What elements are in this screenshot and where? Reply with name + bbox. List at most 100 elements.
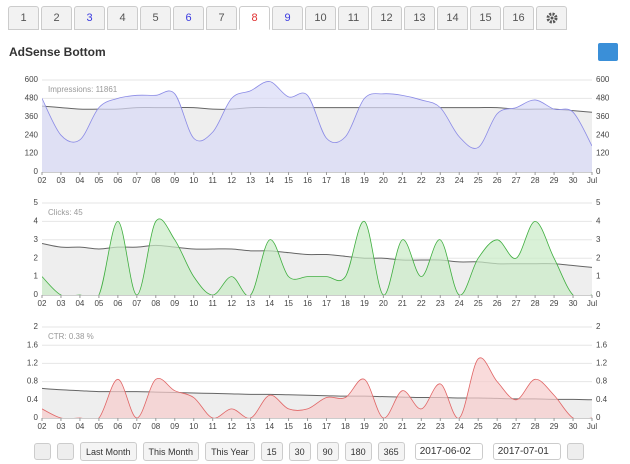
chart-label: Clicks: 45 (48, 208, 83, 217)
x-tick-label: 08 (151, 422, 160, 431)
x-tick-label: 29 (550, 176, 559, 185)
play-button[interactable] (57, 443, 74, 460)
x-tick-label: 04 (75, 176, 84, 185)
range-button[interactable]: 30 (288, 442, 311, 461)
x-tick-label: Jul (587, 299, 597, 308)
x-tick-label: 14 (265, 422, 274, 431)
tab[interactable]: 9 (272, 6, 303, 30)
x-tick-label: Jul (587, 176, 597, 185)
x-tick-label: 02 (38, 422, 47, 431)
y-tick-label: 2 (34, 253, 39, 262)
date-input[interactable]: 2017-07-01 (492, 443, 561, 460)
tab[interactable]: 5 (140, 6, 171, 30)
x-tick-label: 07 (132, 299, 141, 308)
x-tick-label: 25 (474, 176, 483, 185)
x-tick-label: 19 (360, 176, 369, 185)
x-tick-label: 15 (284, 422, 293, 431)
y-tick-label: 3 (34, 235, 39, 244)
x-tick-label: 03 (57, 422, 66, 431)
panel-title: AdSense Bottom (9, 45, 106, 59)
x-tick-label: 09 (170, 422, 179, 431)
tab[interactable]: 1 (8, 6, 39, 30)
y2-tick-label: 480 (596, 94, 610, 103)
x-tick-label: 11 (209, 299, 218, 308)
prev-button[interactable] (34, 443, 51, 460)
area (42, 219, 592, 295)
x-tick-label: 10 (189, 299, 198, 308)
x-tick-label: 25 (474, 422, 483, 431)
x-tick-label: 19 (360, 422, 369, 431)
x-tick-label: 26 (493, 299, 502, 308)
x-tick-label: 06 (113, 299, 122, 308)
tab[interactable]: 6 (173, 6, 204, 30)
y2-tick-label: 5 (596, 198, 601, 207)
date-input[interactable]: 2017-06-02 (414, 443, 483, 460)
y-tick-label: 1 (34, 272, 39, 281)
y-tick-label: 5 (34, 198, 39, 207)
download-button[interactable] (566, 443, 584, 460)
x-tick-label: 06 (113, 422, 122, 431)
x-tick-label: 22 (417, 299, 426, 308)
x-tick-label: 07 (132, 422, 141, 431)
range-button[interactable]: Last Month (80, 442, 137, 461)
x-tick-label: 24 (455, 299, 464, 308)
chart-icon[interactable] (598, 43, 618, 61)
x-tick-label: 28 (531, 176, 540, 185)
chart-label: Impressions: 11861 (48, 85, 118, 94)
area (42, 81, 592, 172)
x-tick-label: 20 (379, 299, 388, 308)
x-tick-label: 23 (436, 422, 445, 431)
tab[interactable]: 8 (239, 6, 270, 30)
tab[interactable]: 4 (107, 6, 138, 30)
tab[interactable]: 10 (305, 6, 336, 30)
area (42, 357, 592, 418)
y-tick-label: 2 (34, 322, 39, 331)
x-tick-label: 16 (303, 176, 312, 185)
x-tick-label: 30 (569, 299, 578, 308)
y2-tick-label: 0 (596, 290, 601, 299)
tab[interactable]: 3 (74, 6, 105, 30)
x-tick-label: 14 (265, 299, 274, 308)
tab[interactable]: 7 (206, 6, 237, 30)
range-button[interactable]: 365 (377, 442, 405, 461)
tab[interactable]: 2 (41, 6, 72, 30)
x-tick-label: 10 (189, 422, 198, 431)
y2-tick-label: 240 (596, 130, 610, 139)
range-button[interactable]: 90 (316, 442, 339, 461)
x-tick-label: 12 (227, 299, 236, 308)
x-tick-label: 21 (398, 422, 407, 431)
x-tick-label: 17 (322, 422, 331, 431)
x-tick-label: 27 (512, 422, 521, 431)
x-tick-label: 17 (322, 176, 331, 185)
x-tick-label: 16 (303, 422, 312, 431)
x-tick-label: 08 (151, 176, 160, 185)
range-button[interactable]: This Month (142, 442, 200, 461)
tab[interactable]: 12 (371, 6, 402, 30)
tab[interactable]: 15 (470, 6, 501, 30)
line (42, 218, 592, 295)
y2-tick-label: 0.4 (596, 395, 608, 404)
tab[interactable]: 16 (503, 6, 534, 30)
y2-tick-label: 0.8 (596, 377, 608, 386)
y-tick-label: 480 (25, 94, 39, 103)
range-button[interactable]: 180 (344, 442, 372, 461)
x-tick-label: 29 (550, 422, 559, 431)
x-tick-label: 05 (94, 176, 103, 185)
tab[interactable]: 11 (338, 6, 369, 30)
x-tick-label: 13 (246, 176, 255, 185)
x-tick-label: 02 (38, 299, 47, 308)
x-tick-label: 16 (303, 299, 312, 308)
range-button[interactable]: This Year (205, 442, 255, 461)
y-tick-label: 4 (34, 217, 39, 226)
x-tick-label: 13 (246, 422, 255, 431)
x-tick-label: 02 (38, 176, 47, 185)
range-button[interactable]: 15 (260, 442, 283, 461)
settings-tab[interactable] (536, 6, 567, 30)
tab[interactable]: 13 (404, 6, 435, 30)
x-tick-label: 15 (284, 176, 293, 185)
x-tick-label: 15 (284, 299, 293, 308)
tab[interactable]: 14 (437, 6, 468, 30)
x-tick-label: 21 (398, 176, 407, 185)
chart-label: CTR: 0.38 % (48, 332, 94, 341)
y-tick-label: 1.2 (27, 359, 39, 368)
